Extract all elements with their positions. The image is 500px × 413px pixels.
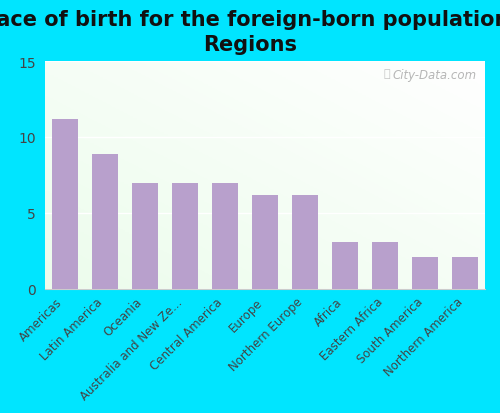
Text: City-Data.com: City-Data.com: [392, 69, 476, 82]
Bar: [372, 242, 398, 289]
Text: ⓘ: ⓘ: [384, 69, 390, 79]
Bar: [412, 257, 438, 289]
Bar: [52, 119, 78, 289]
Bar: [212, 183, 238, 289]
Bar: [292, 195, 318, 289]
Bar: [332, 242, 358, 289]
Bar: [92, 154, 118, 289]
Bar: [252, 195, 278, 289]
Bar: [132, 183, 158, 289]
Bar: [452, 257, 478, 289]
Text: Place of birth for the foreign-born population -
Regions: Place of birth for the foreign-born popu…: [0, 10, 500, 55]
Bar: [172, 183, 198, 289]
